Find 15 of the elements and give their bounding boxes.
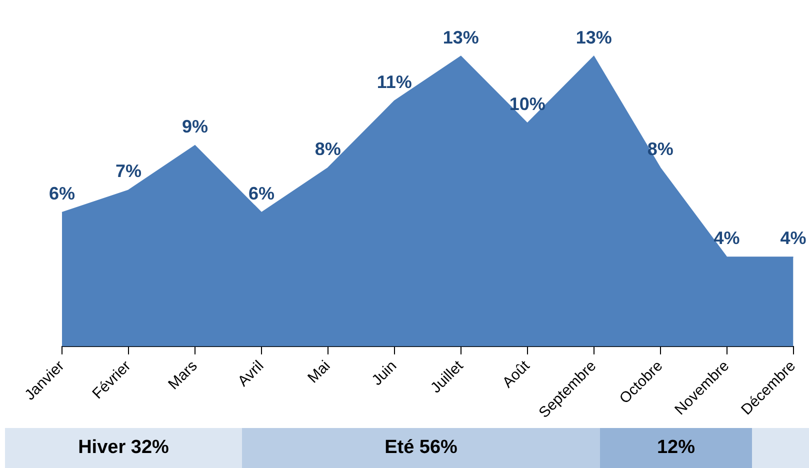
data-label: 4%: [714, 228, 740, 248]
data-label: 7%: [115, 161, 142, 182]
data-label: 8%: [647, 138, 674, 159]
data-label: 13%: [442, 27, 479, 48]
data-label: 13%: [576, 27, 612, 48]
data-label: 10%: [509, 94, 546, 114]
data-label: 4%: [780, 228, 806, 248]
data-label: 11%: [376, 72, 412, 92]
x-tick-label: Mai: [304, 357, 334, 387]
x-tick-label: Juin: [368, 357, 400, 389]
season-strip: Hiver 32% Eté 56% 12%: [5, 428, 809, 468]
data-label: 6%: [248, 183, 274, 204]
data-label: 8%: [314, 138, 341, 159]
data-label: 6%: [48, 183, 76, 204]
data-label: 9%: [182, 116, 208, 137]
